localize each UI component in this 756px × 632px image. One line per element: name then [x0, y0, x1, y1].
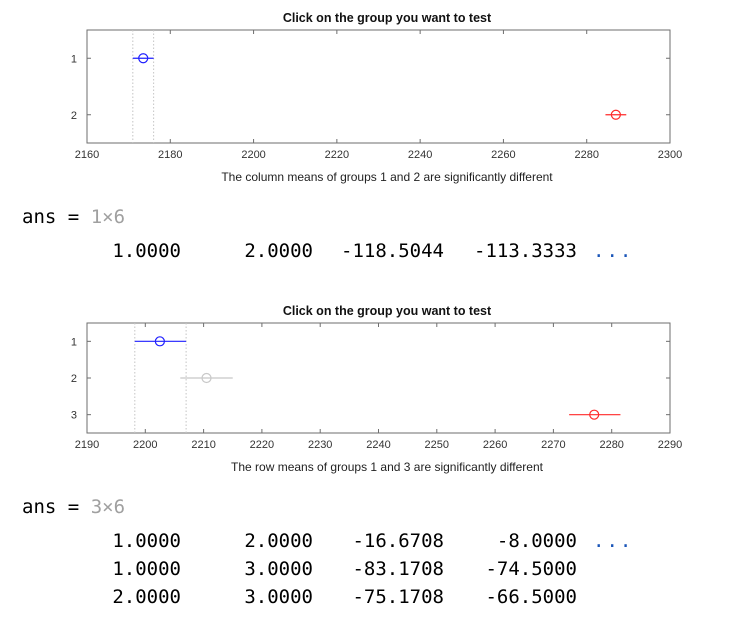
matrix-cell: -16.6708	[352, 530, 444, 552]
matrix-cell: -74.5000	[485, 558, 577, 580]
matrix-cell: 3.0000	[244, 586, 313, 608]
x-tick-label: 2300	[658, 149, 682, 161]
x-axis-label: The row means of groups 1 and 3 are sign…	[231, 460, 544, 474]
multcompare-plot-1[interactable]: Click on the group you want to test The …	[0, 0, 756, 192]
x-tick-label: 2210	[191, 439, 215, 451]
x-tick-label: 2180	[158, 149, 182, 161]
command-output-2: ans = 3×6 1.0000 2.0000 -16.6708 -8.0000...…	[0, 496, 756, 626]
x-tick-label: 2270	[541, 439, 565, 451]
matrix-cell: -118.5044	[341, 240, 444, 262]
matrix-cell: 1.0000	[112, 530, 181, 552]
matrix-row: 1.0000 2.0000 -16.6708 -8.0000...	[0, 530, 756, 554]
ans-size: 1×6	[90, 206, 126, 228]
x-tick-label: 2220	[250, 439, 274, 451]
figure-column-means[interactable]: Click on the group you want to test The …	[0, 0, 756, 192]
matrix-cell: -66.5000	[485, 586, 577, 608]
multcompare-plot-2[interactable]: Click on the group you want to test The …	[0, 290, 756, 486]
group-3-mean-marker[interactable]	[589, 409, 600, 420]
x-tick-label: 2250	[425, 439, 449, 451]
matrix-row: 1.0000 3.0000 -83.1708 -74.5000	[0, 558, 756, 582]
plot-title: Click on the group you want to test	[283, 304, 492, 318]
matrix-cell: 1.0000	[112, 240, 181, 262]
ans-equals: =	[67, 496, 80, 518]
ans-size: 3×6	[90, 496, 126, 518]
group-2-mean-marker[interactable]	[610, 109, 621, 120]
ans-header: ans = 1×6	[22, 206, 125, 228]
ans-equals: =	[67, 206, 80, 228]
y-tick-label: 1	[71, 336, 77, 348]
matrix-row: 1.0000 2.0000 -118.5044 -113.3333...	[0, 240, 756, 264]
y-tick-label: 2	[71, 110, 77, 122]
matrix-cell: -75.1708	[352, 586, 444, 608]
y-tick-label: 1	[71, 53, 77, 65]
x-axis-label: The column means of groups 1 and 2 are s…	[221, 170, 553, 184]
group-2-mean-marker[interactable]	[201, 372, 212, 384]
x-tick-label: 2200	[241, 149, 265, 161]
matrix-cell: 2.0000	[112, 586, 181, 608]
matrix-cell: 2.0000	[244, 530, 313, 552]
axes-box	[86, 322, 671, 434]
figure-row-means[interactable]: Click on the group you want to test The …	[0, 290, 756, 486]
more-columns-ellipsis[interactable]: ...	[593, 240, 634, 262]
x-tick-label: 2260	[491, 149, 515, 161]
x-tick-label: 2280	[574, 149, 598, 161]
y-tick-label: 3	[71, 410, 77, 422]
x-tick-label: 2280	[599, 439, 623, 451]
matrix-cell: -83.1708	[352, 558, 444, 580]
x-tick-label: 2160	[75, 149, 99, 161]
matrix-row: 2.0000 3.0000 -75.1708 -66.5000	[0, 586, 756, 610]
x-tick-label: 2230	[308, 439, 332, 451]
plot-title: Click on the group you want to test	[283, 11, 492, 25]
x-tick-label: 2240	[408, 149, 432, 161]
y-tick-label: 2	[71, 373, 77, 385]
group-1-mean-marker[interactable]	[138, 53, 149, 64]
x-tick-label: 2220	[325, 149, 349, 161]
ans-var: ans	[22, 496, 57, 518]
x-tick-label: 2290	[658, 439, 682, 451]
matrix-cell: 2.0000	[244, 240, 313, 262]
matrix-cell: 3.0000	[244, 558, 313, 580]
x-tick-label: 2200	[133, 439, 157, 451]
ans-var: ans	[22, 206, 57, 228]
axes-box	[86, 29, 671, 144]
command-output-1: ans = 1×6 1.0000 2.0000 -118.5044 -113.3333…	[0, 206, 756, 276]
x-tick-label: 2260	[483, 439, 507, 451]
matrix-cell: -113.3333	[474, 240, 577, 262]
matrix-cell: -8.0000	[496, 530, 577, 552]
x-tick-label: 2240	[366, 439, 390, 451]
x-tick-label: 2190	[75, 439, 99, 451]
group-1-mean-marker[interactable]	[154, 336, 165, 347]
ans-header: ans = 3×6	[22, 496, 125, 518]
matrix-cell: 1.0000	[112, 558, 181, 580]
more-columns-ellipsis[interactable]: ...	[593, 530, 634, 552]
